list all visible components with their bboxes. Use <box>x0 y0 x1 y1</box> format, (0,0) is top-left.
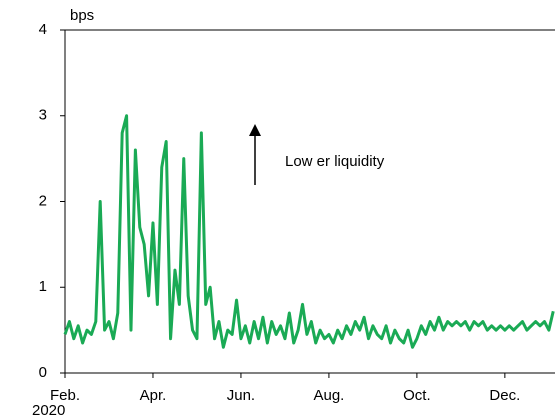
arrow-head <box>249 124 261 136</box>
x-tick-label: Apr. <box>140 387 167 404</box>
x-year-label: 2020 <box>32 402 65 415</box>
y-tick-label: 3 <box>39 107 47 124</box>
x-tick-label: Oct. <box>403 387 431 404</box>
x-tick-label: Aug. <box>313 387 344 404</box>
x-tick-label: Feb. <box>50 387 80 404</box>
y-axis-label: bps <box>70 7 94 24</box>
x-tick-label: Jun. <box>227 387 255 404</box>
y-tick-label: 2 <box>39 192 47 209</box>
annotation: Low er liquidity <box>285 153 385 170</box>
y-tick-label: 4 <box>39 21 47 38</box>
y-tick-label: 1 <box>39 278 47 295</box>
data-line <box>63 114 555 349</box>
x-tick-label: Dec. <box>489 387 520 404</box>
y-tick-label: 0 <box>39 364 47 381</box>
